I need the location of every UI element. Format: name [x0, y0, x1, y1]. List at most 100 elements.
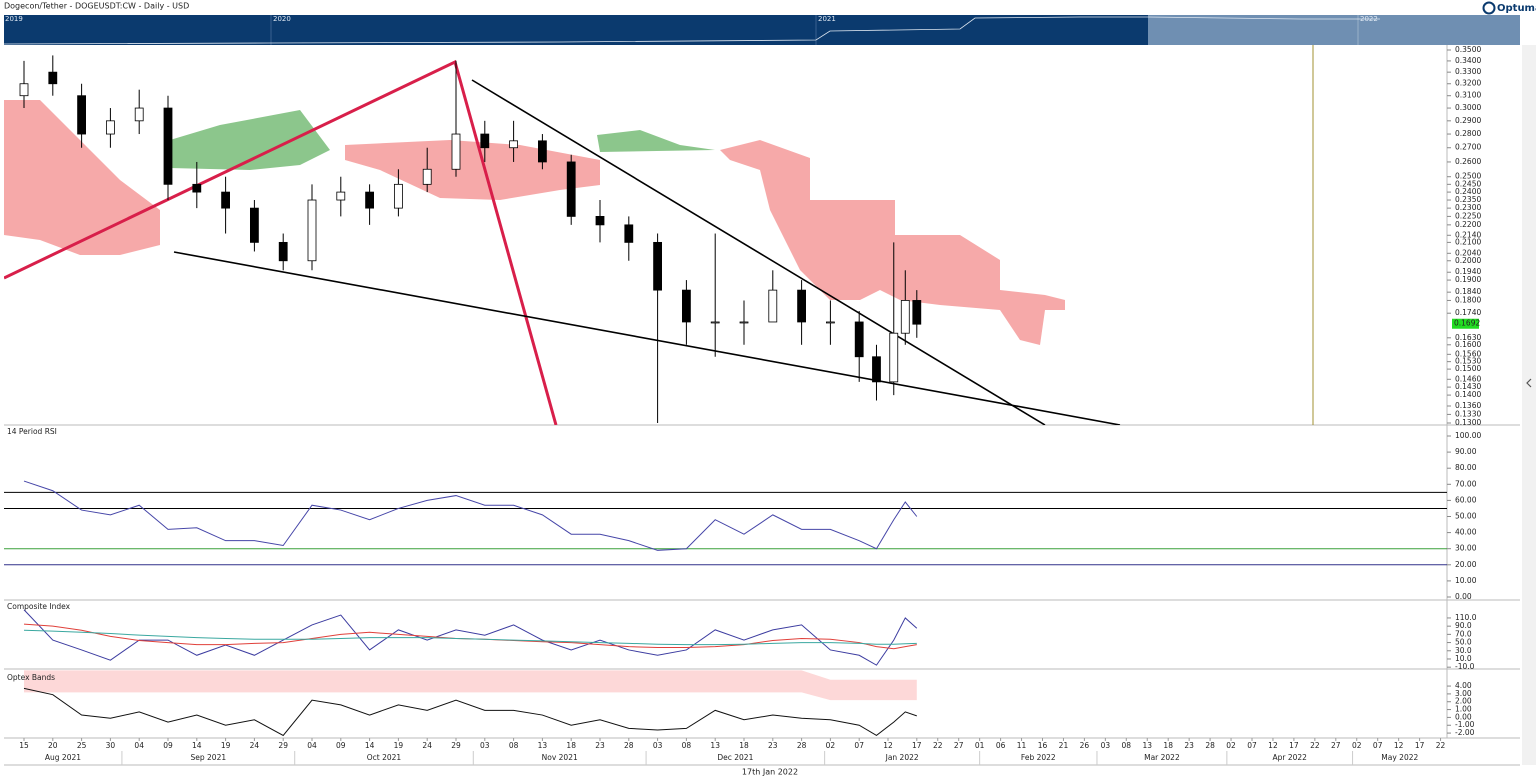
candle-body: [538, 140, 547, 163]
chart-header: Dogecon/Tether - DOGEUSDT:CW - Daily - U…: [4, 2, 189, 11]
x-tick-label: 17: [912, 741, 922, 750]
y-tick-label: 0.1630: [1455, 333, 1481, 342]
y-tick-label: 0.1400: [1455, 390, 1481, 399]
x-tick-label: 02: [826, 741, 836, 750]
y-tick-label: 0.3200: [1455, 79, 1481, 88]
x-tick-label: 23: [768, 741, 778, 750]
panel: [23, 670, 917, 737]
band: [24, 670, 917, 701]
scrollbar[interactable]: [1522, 45, 1536, 765]
x-tick-label: 15: [19, 741, 29, 750]
series-line: [23, 629, 917, 646]
x-tick-label: 22: [1436, 741, 1446, 750]
panel: [23, 609, 918, 666]
y-tick-label: 0.1360: [1455, 401, 1481, 410]
y-tick-label: 0.2350: [1455, 195, 1481, 204]
y-tick-label: 0.1940: [1455, 267, 1481, 276]
y-tick-label: 0.1500: [1455, 364, 1481, 373]
x-tick-label: 23: [1184, 741, 1194, 750]
y-tick-label: 0.2500: [1455, 172, 1481, 181]
x-tick-label: 03: [1101, 741, 1111, 750]
x-tick-label: 29: [451, 741, 461, 750]
cursor-date: 17th Jan 2022: [742, 768, 798, 777]
x-tick-label: 16: [1038, 741, 1048, 750]
navigator-year: 2020: [273, 15, 291, 23]
y-tick-label: 0.2600: [1455, 157, 1481, 166]
y-tick-label: 50.0: [1455, 638, 1472, 647]
x-tick-label: 18: [566, 741, 576, 750]
y-tick-label: 0.00: [1455, 712, 1472, 721]
y-tick-label: 0.2800: [1455, 129, 1481, 138]
x-tick-label: 18: [739, 741, 749, 750]
x-tick-label: 02: [1226, 741, 1236, 750]
navigator[interactable]: [3, 15, 1520, 45]
x-tick-label: 12: [1394, 741, 1404, 750]
month-label: Jan 2022: [885, 753, 919, 762]
month-label: Feb 2022: [1021, 753, 1056, 762]
navigator-year: 2021: [818, 15, 836, 23]
month-label: Oct 2021: [367, 753, 402, 762]
x-tick-label: 19: [221, 741, 231, 750]
x-tick-label: 12: [1268, 741, 1278, 750]
y-tick-label: 0.2900: [1455, 116, 1481, 125]
series-line: [23, 687, 917, 737]
x-tick-label: 02: [1352, 741, 1362, 750]
candle-body: [872, 356, 881, 383]
x-tick-label: 29: [278, 741, 288, 750]
y-tick-label: 0.2400: [1455, 187, 1481, 196]
y-tick-label: 0.2300: [1455, 203, 1481, 212]
y-tick-label: 0.00: [1455, 592, 1472, 601]
y-tick-label: 0.1800: [1455, 295, 1481, 304]
candle-body: [163, 107, 173, 185]
y-tick-label: -2.00: [1455, 728, 1475, 737]
candle-body: [249, 207, 259, 243]
y-tick-label: 10.0: [1455, 654, 1472, 663]
x-tick-label: 24: [250, 741, 260, 750]
series-line: [23, 609, 918, 666]
y-tick-label: 20.00: [1455, 560, 1477, 569]
candle-body: [134, 107, 144, 122]
y-tick-label: 70.00: [1455, 479, 1477, 488]
candle-body: [826, 321, 835, 324]
candle-body: [912, 300, 922, 325]
brand: Optuma: [1497, 3, 1536, 14]
series-line: [23, 480, 918, 551]
x-tick-label: 26: [1080, 741, 1090, 750]
y-tick-label: 0.1740: [1455, 308, 1481, 317]
candle-body: [889, 332, 899, 383]
navigator-year: 2022: [1360, 15, 1378, 23]
y-tick-label: 40.00: [1455, 528, 1477, 537]
x-tick-label: 14: [192, 741, 202, 750]
panel: [19, 55, 922, 423]
candle-body: [509, 140, 519, 149]
candle-body: [854, 321, 864, 358]
candle-body: [797, 289, 806, 323]
y-tick-label: 0.3300: [1455, 67, 1481, 76]
candle-body: [653, 241, 662, 291]
x-tick-label: 12: [883, 741, 893, 750]
candle-body: [710, 321, 720, 324]
x-tick-label: 28: [624, 741, 634, 750]
price-overlays: [4, 45, 1314, 425]
y-tick-label: 10.00: [1455, 576, 1477, 585]
x-tick-label: 03: [653, 741, 663, 750]
x-tick-label: 28: [797, 741, 807, 750]
x-tick-label: 08: [1122, 741, 1132, 750]
candle-body: [422, 168, 432, 185]
y-tick-label: 90.0: [1455, 621, 1472, 630]
month-label: May 2022: [1381, 753, 1418, 762]
x-tick-label: 11: [1017, 741, 1027, 750]
x-tick-label: 23: [595, 741, 605, 750]
y-tick-label: 3.00: [1455, 689, 1472, 698]
candle-body: [106, 120, 115, 135]
panel-frames: [4, 45, 1520, 766]
x-tick-label: 03: [480, 741, 490, 750]
y-tick-label: 0.1900: [1455, 275, 1481, 284]
y-tick-label: 70.0: [1455, 629, 1472, 638]
y-tick-label: 60.00: [1455, 495, 1477, 504]
y-tick-label: 4.00: [1455, 681, 1472, 690]
candle-body: [365, 191, 375, 209]
x-tick-label: 13: [1142, 741, 1152, 750]
month-label: Sep 2021: [191, 753, 227, 762]
